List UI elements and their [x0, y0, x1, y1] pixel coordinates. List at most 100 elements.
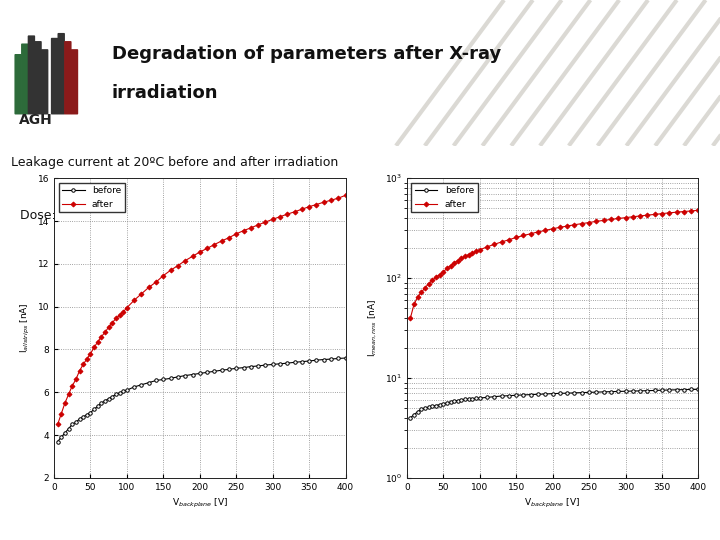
- after: [636, 213, 644, 219]
- before: [687, 386, 696, 393]
- before: [83, 411, 91, 418]
- before: [217, 367, 226, 374]
- after: [71, 376, 80, 383]
- before: [181, 373, 189, 379]
- before: [541, 391, 549, 397]
- before: [526, 392, 535, 398]
- before: [599, 389, 608, 395]
- after: [341, 192, 350, 199]
- after: [461, 253, 469, 260]
- before: [694, 386, 703, 393]
- after: [548, 226, 557, 232]
- before: [650, 387, 659, 394]
- before: [122, 387, 131, 393]
- Text: Leakage current at 20ºC before and after irradiation: Leakage current at 20ºC before and after…: [11, 157, 338, 170]
- before: [239, 364, 248, 371]
- after: [446, 262, 455, 269]
- before: [276, 361, 284, 367]
- before: [410, 411, 418, 418]
- before: [665, 387, 674, 393]
- after: [60, 400, 69, 406]
- before: [60, 430, 69, 436]
- before: [108, 393, 117, 400]
- before: [406, 415, 415, 421]
- after: [254, 221, 263, 228]
- after: [457, 255, 466, 261]
- before: [246, 363, 255, 370]
- before: [643, 387, 652, 394]
- before: [436, 402, 444, 408]
- before: [621, 388, 630, 395]
- after: [505, 237, 513, 243]
- after: [283, 211, 292, 218]
- Legend: before, after: before, after: [411, 183, 477, 212]
- Line: after: after: [409, 208, 700, 320]
- Y-axis label: I$_{allstrips}$ [nA]: I$_{allstrips}$ [nA]: [19, 303, 32, 353]
- after: [443, 265, 451, 272]
- before: [71, 419, 80, 426]
- after: [556, 224, 564, 231]
- before: [534, 391, 542, 397]
- Line: before: before: [409, 388, 700, 420]
- after: [232, 231, 240, 237]
- after: [203, 245, 212, 252]
- after: [86, 350, 95, 357]
- after: [475, 247, 484, 253]
- after: [650, 211, 659, 218]
- before: [64, 426, 73, 432]
- before: [232, 365, 240, 372]
- before: [159, 376, 168, 383]
- before: [475, 395, 484, 401]
- before: [101, 397, 109, 404]
- Text: Dose: ~66Gy (SiO₂), dose rate: ~0.42Gy/h: Dose: ~66Gy (SiO₂), dose rate: ~0.42Gy/h: [20, 209, 287, 222]
- before: [472, 395, 480, 402]
- before: [68, 421, 76, 428]
- before: [334, 355, 343, 362]
- after: [79, 361, 88, 368]
- after: [104, 324, 113, 330]
- before: [629, 388, 637, 394]
- after: [410, 301, 418, 307]
- after: [498, 239, 506, 245]
- before: [104, 395, 113, 402]
- before: [556, 390, 564, 396]
- after: [629, 213, 637, 220]
- after: [159, 272, 168, 279]
- before: [413, 408, 422, 415]
- after: [138, 291, 146, 297]
- after: [665, 210, 674, 216]
- before: [636, 388, 644, 394]
- before: [420, 405, 429, 411]
- before: [152, 377, 161, 384]
- after: [606, 216, 615, 222]
- before: [519, 392, 528, 398]
- X-axis label: V$_{backplane}$ [V]: V$_{backplane}$ [V]: [171, 497, 228, 510]
- after: [464, 251, 473, 258]
- before: [86, 409, 95, 416]
- before: [428, 403, 436, 410]
- before: [548, 390, 557, 397]
- before: [254, 363, 263, 369]
- before: [592, 389, 600, 395]
- before: [166, 375, 175, 382]
- before: [672, 387, 681, 393]
- before: [57, 434, 66, 441]
- after: [239, 227, 248, 234]
- before: [94, 403, 102, 409]
- after: [261, 219, 270, 225]
- after: [413, 294, 422, 300]
- before: [461, 396, 469, 403]
- after: [57, 410, 66, 417]
- after: [490, 241, 498, 247]
- after: [450, 260, 459, 266]
- after: [90, 344, 99, 350]
- before: [196, 370, 204, 377]
- before: [614, 388, 623, 395]
- before: [203, 369, 212, 376]
- after: [519, 232, 528, 239]
- before: [417, 406, 426, 412]
- before: [138, 382, 146, 388]
- after: [115, 312, 124, 319]
- after: [152, 279, 161, 285]
- before: [225, 366, 233, 373]
